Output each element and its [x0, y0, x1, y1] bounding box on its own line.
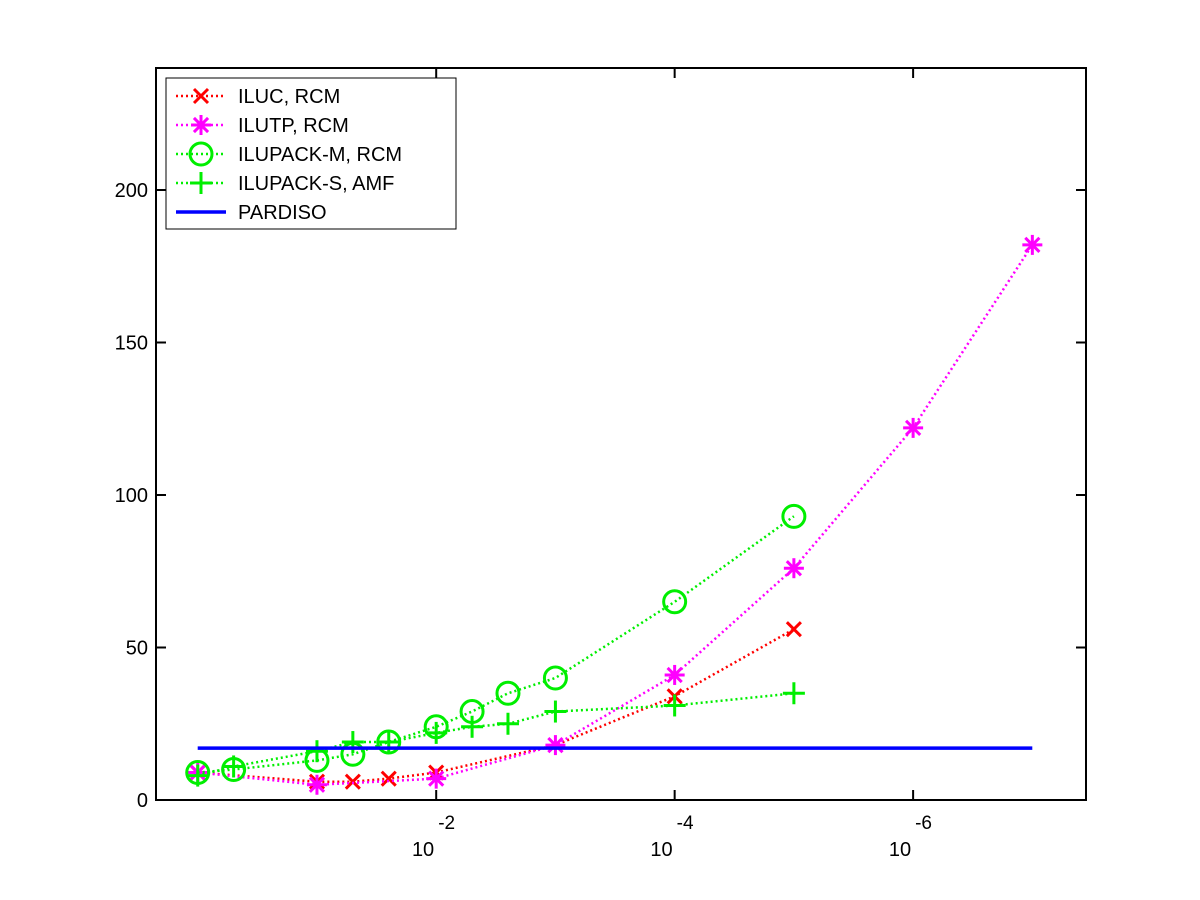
data-point: [781, 503, 807, 529]
x-tick-label-base: 10: [889, 839, 911, 861]
y-tick-label: 200: [115, 180, 148, 202]
legend-box: [165, 77, 457, 230]
legend-item: ILUTP, RCM: [176, 115, 349, 137]
legend-item: ILUPACK-M, RCM: [176, 141, 402, 167]
y-tick-label: 100: [115, 485, 148, 507]
series-ilupack-m-rcm: [185, 503, 807, 786]
series-line: [197, 515, 795, 774]
data-point: [380, 770, 397, 787]
legend-label: PARDISO: [238, 202, 327, 224]
y-tick-label: 0: [137, 790, 148, 812]
legend-item: ILUC, RCM: [176, 86, 340, 108]
x-tick-label-exponent: -6: [915, 813, 932, 834]
y-tick-label: 50: [126, 638, 148, 660]
x-tick-label-base: 10: [412, 839, 434, 861]
x-tick-label-base: 10: [650, 839, 672, 861]
data-point: [496, 712, 519, 735]
legend-marker: [190, 172, 212, 194]
marker-stroke: [785, 621, 802, 638]
legend-item: PARDISO: [176, 202, 327, 224]
marker-stroke: [308, 776, 326, 793]
data-point: [495, 680, 521, 706]
marker-stroke: [192, 116, 210, 134]
marker-stroke: [1024, 236, 1041, 254]
marker-stroke: [380, 770, 397, 787]
data-point: [544, 700, 567, 723]
data-point: [461, 715, 484, 738]
series-layer: [185, 234, 1043, 795]
legend-label: ILUTP, RCM: [238, 115, 349, 137]
legend-marker: [191, 115, 211, 135]
data-point: [785, 621, 802, 638]
data-point: [426, 768, 447, 789]
marker-stroke: [192, 87, 210, 105]
data-point: [664, 664, 685, 685]
x-tick-label-exponent: -2: [438, 813, 455, 834]
data-point: [782, 682, 805, 705]
series-line-extension: [435, 628, 795, 774]
legend: ILUC, RCM ILUTP, RCM ILUPACK-M, RCM ILUPACK…: [165, 77, 457, 230]
data-point: [425, 721, 448, 744]
data-point: [783, 558, 804, 579]
data-point: [305, 740, 328, 763]
legend-label: ILUC, RCM: [238, 86, 340, 108]
marker-stroke: [666, 666, 683, 684]
data-point: [545, 735, 566, 756]
marker-stroke: [785, 560, 803, 577]
x-tick-label-exponent: -4: [677, 813, 694, 834]
series-ilutp-rcm: [187, 234, 1043, 795]
axes-frame: [155, 67, 1087, 801]
data-point: [542, 665, 568, 691]
legend-marker: [188, 141, 214, 167]
marker-stroke: [428, 770, 445, 787]
data-point: [663, 694, 686, 717]
legend-marker: [192, 87, 210, 105]
legend-label: ILUPACK-S, AMF: [238, 173, 394, 195]
y-tick-label: 150: [115, 333, 148, 355]
legend-label: ILUPACK-M, RCM: [238, 144, 402, 166]
data-point: [186, 764, 209, 787]
data-point: [306, 774, 327, 795]
legend-item: ILUPACK-S, AMF: [176, 172, 394, 195]
marker-stroke: [904, 419, 922, 437]
data-point: [222, 755, 245, 778]
data-point: [903, 417, 924, 438]
data-point: [1022, 234, 1043, 255]
data-point: [662, 589, 688, 615]
